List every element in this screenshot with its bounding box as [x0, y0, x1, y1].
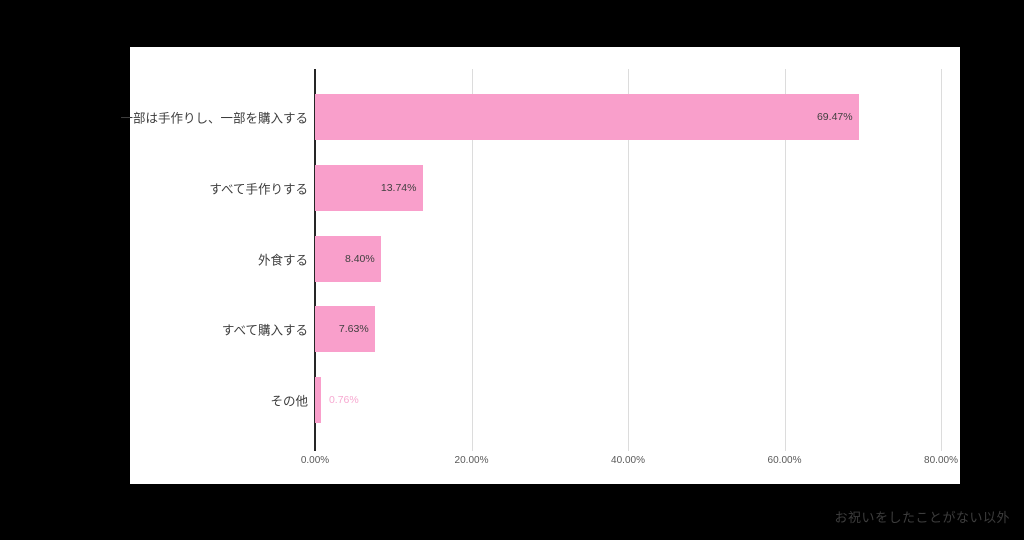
gridline	[941, 69, 942, 451]
gridline	[784, 69, 786, 451]
x-tick-label: 40.00%	[611, 455, 645, 466]
category-label: すべて購入する	[221, 323, 308, 338]
gridline	[471, 69, 473, 451]
bar-value-label: 7.63%	[338, 323, 369, 336]
category-label: その他	[270, 394, 308, 409]
bar-0: 69.47%	[315, 94, 859, 140]
bar-value-label: 69.47%	[816, 111, 853, 123]
bar-3: 7.63%	[315, 306, 375, 353]
bar-2: 8.40%	[315, 235, 381, 282]
category-label: すべて手作りする	[209, 182, 308, 197]
plot-area: 69.47% 13.74% 8.40% 7.63% 0.76%	[314, 69, 942, 451]
gridline	[628, 69, 629, 451]
bar-4: 0.76%	[315, 377, 359, 423]
bar-1: 13.74%	[315, 164, 423, 211]
bar-value-label: 8.40%	[344, 252, 375, 265]
bar-value-label: 13.74%	[380, 181, 417, 194]
category-label: 外食する	[257, 253, 308, 267]
footer-note: お祝いをしたことがない以外	[834, 510, 1010, 525]
category-axis: 一部は手作りし、一部を購入するすべて手作りする外食するすべて購入するその他	[120, 69, 308, 447]
x-axis-tick-labels: 0.00% 20.00% 40.00% 60.00% 80.00%	[301, 455, 958, 469]
x-tick-label: 60.00%	[767, 455, 802, 466]
category-label: 一部は手作りし、一部を購入する	[120, 111, 308, 126]
chart-panel: 一部は手作りし、一部を購入するすべて手作りする外食するすべて購入するその他 69…	[120, 47, 960, 484]
x-tick-label: 20.00%	[454, 455, 489, 466]
bar-value-label: 0.76%	[328, 394, 359, 406]
x-tick-label: 0.00%	[300, 455, 330, 466]
x-tick-label: 80.00%	[924, 455, 958, 466]
